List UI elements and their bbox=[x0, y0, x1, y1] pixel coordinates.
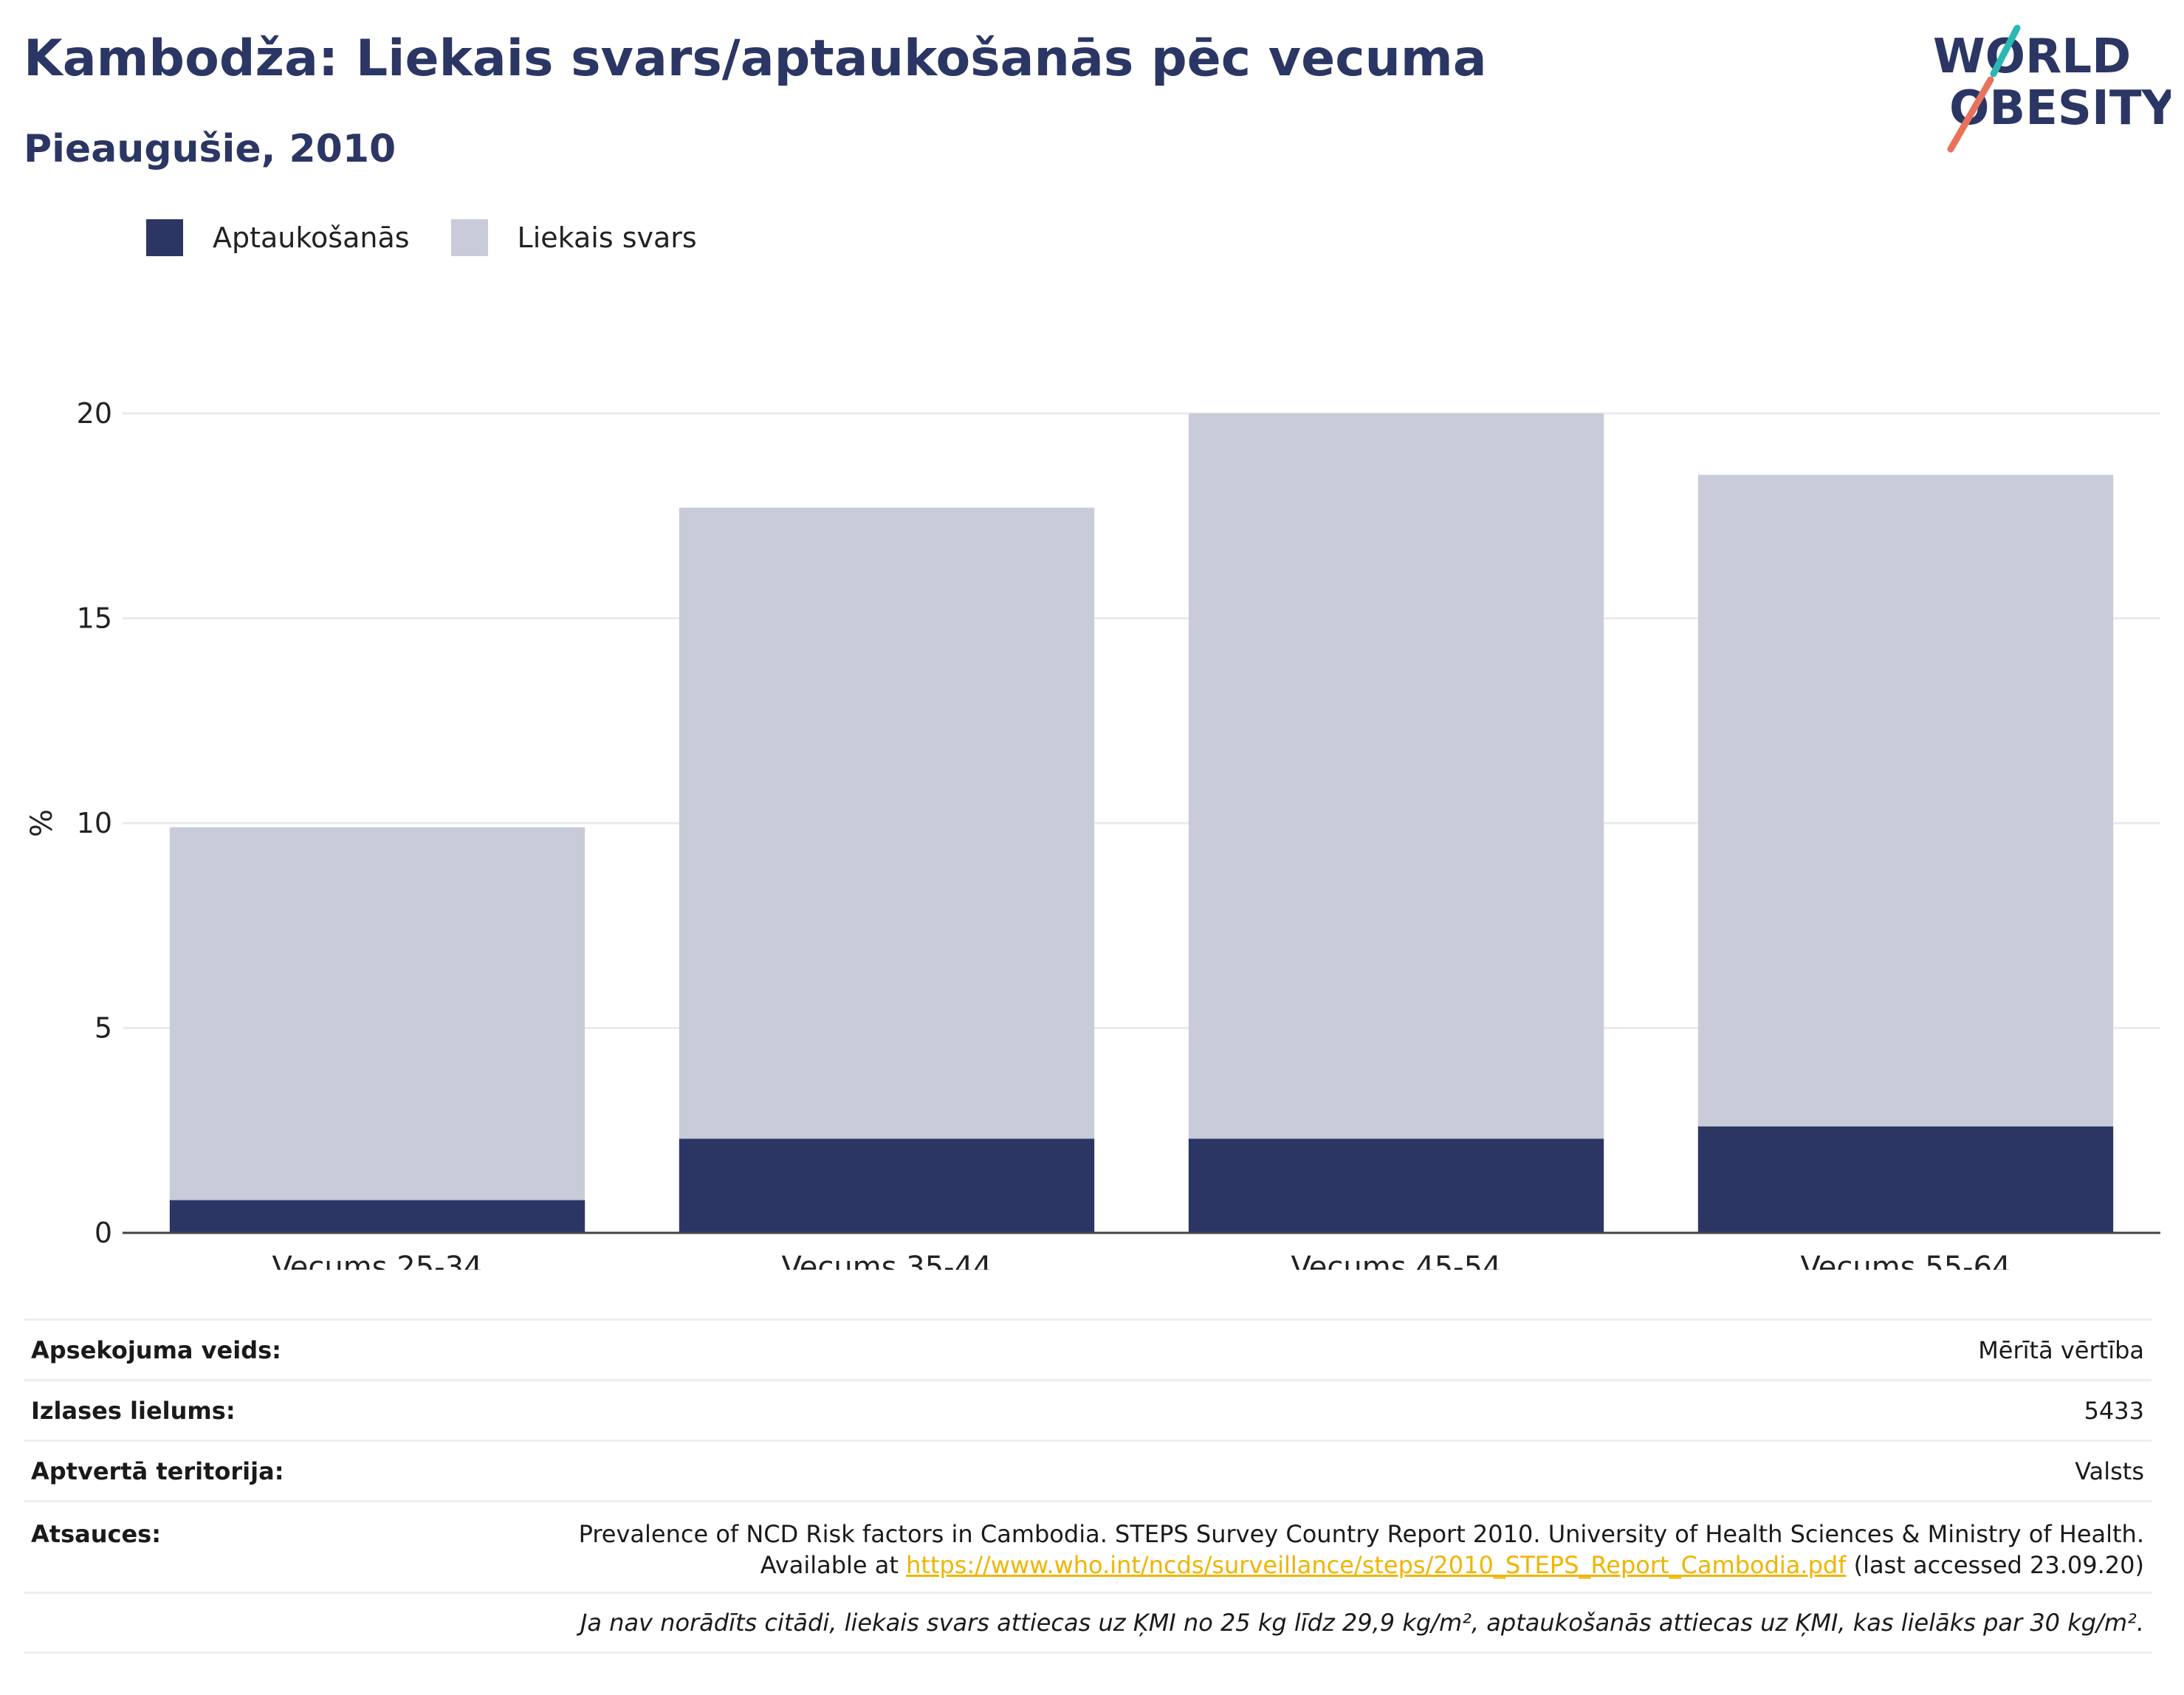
legend-item-overweight[interactable]: Liekais svars bbox=[450, 219, 697, 256]
info-row-footnote: Ja nav norādīts citādi, liekais svars at… bbox=[24, 1592, 2152, 1654]
info-row-references: Atsauces: Prevalence of NCD Risk factors… bbox=[24, 1500, 2152, 1592]
y-axis-label: % bbox=[25, 809, 59, 837]
x-tick-label: Vecums 25-34 bbox=[272, 1251, 483, 1270]
y-tick-label: 5 bbox=[95, 1012, 112, 1045]
logo-coral-slash bbox=[1947, 76, 1994, 153]
reference-prefix: Available at bbox=[760, 1551, 907, 1579]
bar-obesity bbox=[169, 1200, 586, 1233]
info-value: Valsts bbox=[2075, 1457, 2144, 1485]
bar-obesity bbox=[1697, 1126, 2114, 1233]
x-tick-label: Vecums 35-44 bbox=[782, 1251, 992, 1270]
footnote: Ja nav norādīts citādi, liekais svars at… bbox=[580, 1609, 2144, 1637]
info-value: Mērītā vērtība bbox=[1978, 1335, 2144, 1364]
info-row-sample-size: Izlases lielums: 5433 bbox=[24, 1379, 2152, 1440]
x-tick-label: Vecums 45-54 bbox=[1291, 1251, 1502, 1270]
logo-teal-slash bbox=[1990, 24, 2021, 78]
info-label: Atsauces: bbox=[31, 1520, 161, 1548]
bar-overweight bbox=[169, 827, 586, 1200]
info-row-survey-type: Apsekojuma veids: Mērītā vērtība bbox=[24, 1318, 2152, 1379]
y-tick-label: 15 bbox=[77, 602, 112, 635]
info-label: Apsekojuma veids: bbox=[31, 1335, 281, 1364]
y-tick-label: 0 bbox=[95, 1217, 112, 1249]
reference-text: Prevalence of NCD Risk factors in Cambod… bbox=[578, 1520, 2144, 1548]
reference-suffix: (last accessed 23.09.20) bbox=[1846, 1551, 2144, 1579]
page-subtitle: Pieaugušie, 2010 bbox=[24, 127, 396, 171]
legend-swatch-obesity bbox=[146, 219, 183, 256]
bar-overweight bbox=[679, 507, 1095, 1139]
world-obesity-logo: WORLD OBESITY bbox=[1933, 24, 2171, 153]
chart-legend: Aptaukošanās Liekais svars bbox=[146, 219, 738, 257]
bar-overweight bbox=[1188, 413, 1604, 1139]
legend-swatch-overweight bbox=[450, 219, 488, 256]
info-label: Izlases lielums: bbox=[31, 1396, 236, 1425]
bar-obesity bbox=[679, 1138, 1095, 1233]
y-tick-label: 10 bbox=[77, 807, 112, 839]
info-label: Aptvertā teritorija: bbox=[31, 1457, 284, 1485]
x-tick-label: Vecums 55-64 bbox=[1801, 1251, 2011, 1270]
bar-overweight bbox=[1697, 475, 2114, 1127]
info-row-coverage: Aptvertā teritorija: Valsts bbox=[24, 1440, 2152, 1500]
y-tick-label: 20 bbox=[77, 397, 112, 430]
bar-chart: 0 5 10 15 20% Vecums 25-34 Vecums 35-44 Vecums … bbox=[25, 397, 2160, 1270]
legend-label-obesity: Aptaukošanās bbox=[213, 221, 410, 254]
logo-line1: WORLD bbox=[1933, 30, 2131, 84]
bar-obesity bbox=[1188, 1138, 1604, 1233]
info-value-references: Prevalence of NCD Risk factors in Cambod… bbox=[579, 1519, 2144, 1581]
info-table: Apsekojuma veids: Mērītā vērtība Izlases… bbox=[24, 1318, 2152, 1654]
reference-link[interactable]: https://www.who.int/ncds/surveillance/st… bbox=[906, 1551, 1847, 1579]
legend-item-obesity[interactable]: Aptaukošanās bbox=[146, 219, 410, 256]
page-title: Kambodža: Liekais svars/aptaukošanās pēc… bbox=[24, 30, 1487, 88]
legend-label-overweight: Liekais svars bbox=[517, 221, 697, 254]
info-value: 5433 bbox=[2084, 1396, 2144, 1425]
